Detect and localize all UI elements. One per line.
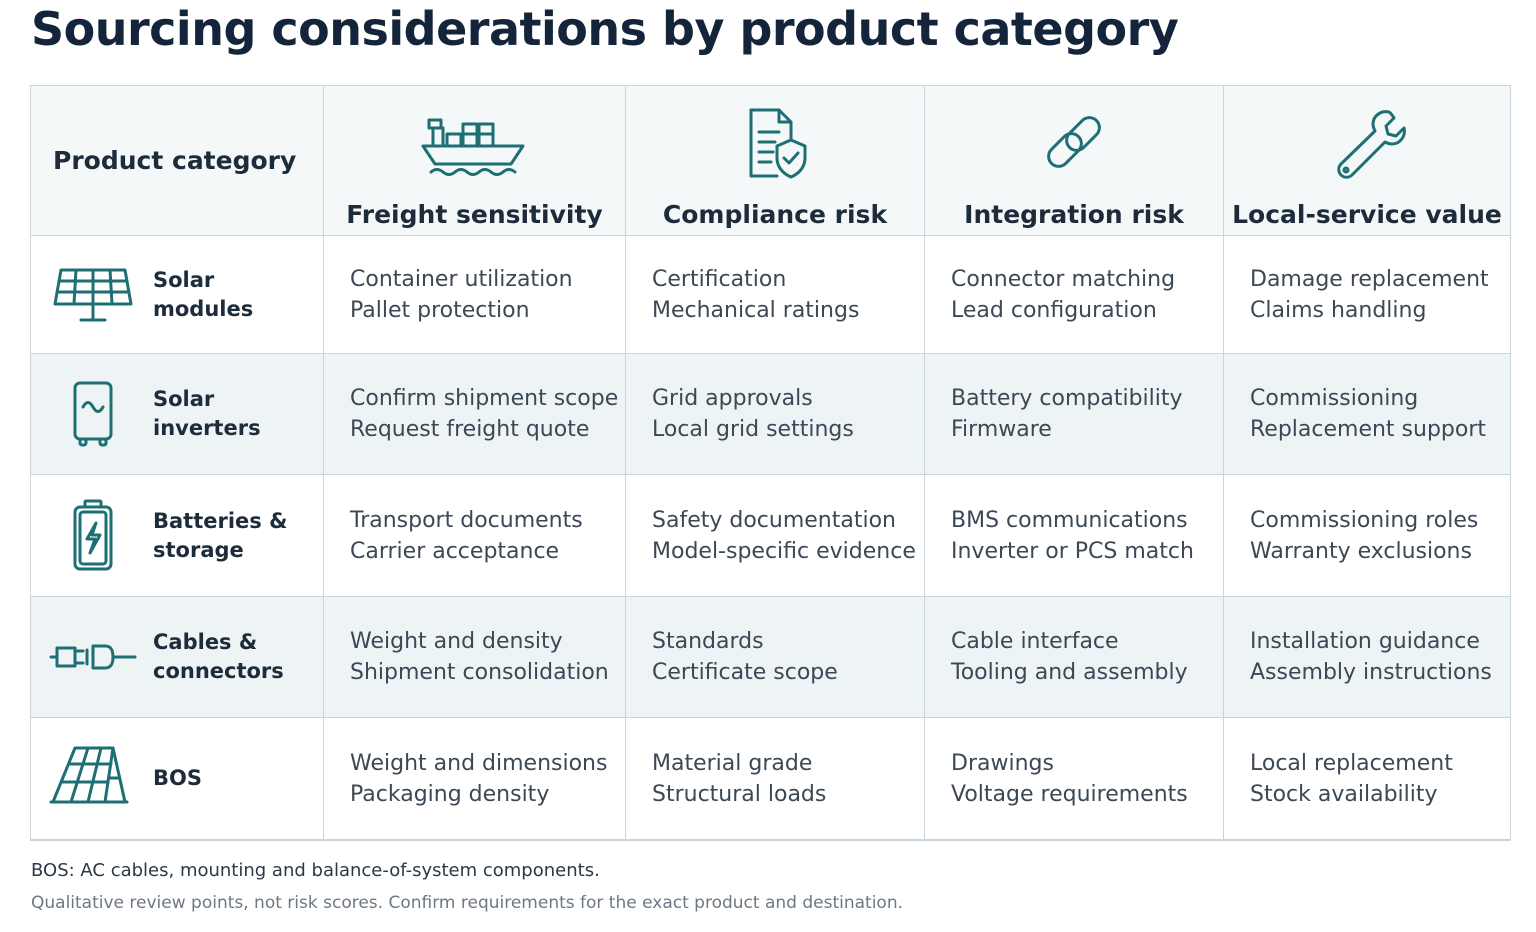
cell-line: Material grade: [652, 750, 813, 776]
header-product-category-label: Product category: [53, 146, 297, 175]
battery-icon: [73, 499, 113, 570]
cell-line: Structural loads: [652, 781, 827, 807]
header-freight-sensitivity-label: Freight sensitivity: [346, 200, 603, 229]
solar-panel-icon: [53, 268, 133, 321]
cargo-ship-icon: [421, 118, 524, 176]
cell-batteries-compliance: Safety documentation Model-specific evid…: [626, 475, 925, 597]
cell-bos-freight: Weight and dimensions Packaging density: [324, 718, 626, 840]
cell-line: Certificate scope: [652, 660, 838, 685]
cell-line: Transport documents: [350, 507, 583, 533]
category-cables-connectors: Cables & connectors: [31, 597, 324, 718]
header-integration-risk-label: Integration risk: [964, 200, 1184, 229]
cell-line: Grid approvals: [652, 386, 813, 411]
cell-batteries-integration: BMS communications Inverter or PCS match: [925, 475, 1224, 597]
cell-line: Voltage requirements: [951, 781, 1188, 807]
cell-solar-inverters-service: Commissioning Replacement support: [1224, 354, 1510, 475]
cell-line: Mechanical ratings: [652, 297, 860, 323]
cell-line: Claims handling: [1250, 297, 1427, 323]
header-local-service-value-label: Local-service value: [1232, 200, 1502, 229]
cell-line: Battery compatibility: [951, 386, 1183, 411]
category-solar-inverters: Solar inverters: [31, 354, 324, 475]
cell-line: Weight and density: [350, 629, 563, 654]
cell-batteries-service: Commissioning roles Warranty exclusions: [1224, 475, 1510, 597]
header-integration-risk: Integration risk: [925, 86, 1224, 236]
cell-line: Damage replacement: [1250, 266, 1489, 292]
cell-line: Container utilization: [350, 266, 573, 292]
cell-line: Lead configuration: [951, 297, 1157, 323]
header-freight-sensitivity: Freight sensitivity: [324, 86, 626, 236]
cell-cables-compliance: Standards Certificate scope: [626, 597, 925, 718]
cell-solar-modules-compliance: Certification Mechanical ratings: [626, 236, 925, 354]
cell-line: Carrier acceptance: [350, 538, 560, 564]
cell-solar-modules-integration: Connector matching Lead configuration: [925, 236, 1224, 354]
cell-line: Pallet protection: [350, 297, 530, 323]
cell-solar-modules-service: Damage replacement Claims handling: [1224, 236, 1510, 354]
inverter-icon: [73, 381, 113, 447]
cell-line: Standards: [652, 629, 764, 654]
cell-line: Shipment consolidation: [350, 660, 609, 685]
cell-line: Local grid settings: [652, 417, 854, 442]
cell-batteries-freight: Transport documents Carrier acceptance: [324, 475, 626, 597]
cell-line: Local replacement: [1250, 750, 1453, 776]
cell-line: Commissioning roles: [1250, 507, 1479, 533]
cell-line: Commissioning: [1250, 386, 1419, 411]
header-product-category: Product category: [31, 86, 324, 236]
cell-cables-service: Installation guidance Assembly instructi…: [1224, 597, 1510, 718]
chain-link-icon: [1047, 116, 1101, 168]
category-batteries-storage: Batteries & storage: [31, 475, 324, 597]
cell-bos-service: Local replacement Stock availability: [1224, 718, 1510, 840]
document-shield-icon: [749, 108, 807, 179]
cell-line: Drawings: [951, 750, 1054, 776]
cell-solar-modules-freight: Container utilization Pallet protection: [324, 236, 626, 354]
category-label: Batteries & storage: [153, 508, 288, 562]
header-local-service-value: Local-service value: [1224, 86, 1510, 236]
cell-bos-integration: Drawings Voltage requirements: [925, 718, 1224, 840]
cell-line: Installation guidance: [1250, 629, 1480, 654]
cell-line: Certification: [652, 266, 787, 292]
cell-cables-integration: Cable interface Tooling and assembly: [925, 597, 1224, 718]
cell-line: Inverter or PCS match: [951, 538, 1194, 564]
wrench-icon: [1337, 110, 1406, 179]
footnote-definition: BOS: AC cables, mounting and balance-of-…: [31, 860, 600, 881]
mounted-panel-icon: [49, 746, 129, 803]
header-compliance-risk-label: Compliance risk: [662, 200, 888, 229]
cell-bos-compliance: Material grade Structural loads: [626, 718, 925, 840]
header-compliance-risk: Compliance risk: [626, 86, 925, 236]
considerations-table: Product category Freight sensitivity: [30, 85, 1511, 841]
connector-plug-icon: [49, 644, 137, 670]
cell-line: Tooling and assembly: [951, 660, 1188, 685]
category-label: Solar inverters: [153, 387, 261, 440]
cell-line: Model-specific evidence: [652, 538, 916, 564]
category-solar-modules: Solar modules: [31, 236, 324, 354]
cell-line: BMS communications: [951, 507, 1188, 533]
cell-solar-inverters-integration: Battery compatibility Firmware: [925, 354, 1224, 475]
cell-line: Safety documentation: [652, 507, 896, 533]
category-label: Solar modules: [153, 267, 254, 321]
cell-line: Warranty exclusions: [1250, 538, 1472, 564]
cell-line: Stock availability: [1250, 781, 1438, 807]
cell-line: Assembly instructions: [1250, 660, 1492, 685]
cell-solar-inverters-freight: Confirm shipment scope Request freight q…: [324, 354, 626, 475]
category-bos: BOS: [31, 718, 324, 840]
category-label: Cables & connectors: [153, 630, 284, 683]
category-label: BOS: [153, 766, 202, 790]
page-title: Sourcing considerations by product categ…: [31, 2, 1179, 56]
cell-line: Cable interface: [951, 629, 1119, 654]
cell-line: Request freight quote: [350, 417, 590, 442]
cell-solar-inverters-compliance: Grid approvals Local grid settings: [626, 354, 925, 475]
cell-line: Packaging density: [350, 781, 550, 807]
footnote-disclaimer: Qualitative review points, not risk scor…: [31, 893, 903, 913]
cell-line: Firmware: [951, 417, 1052, 442]
cell-line: Connector matching: [951, 266, 1176, 292]
cell-line: Weight and dimensions: [350, 750, 608, 776]
cell-cables-freight: Weight and density Shipment consolidatio…: [324, 597, 626, 718]
cell-line: Confirm shipment scope: [350, 386, 619, 411]
cell-line: Replacement support: [1250, 417, 1487, 442]
